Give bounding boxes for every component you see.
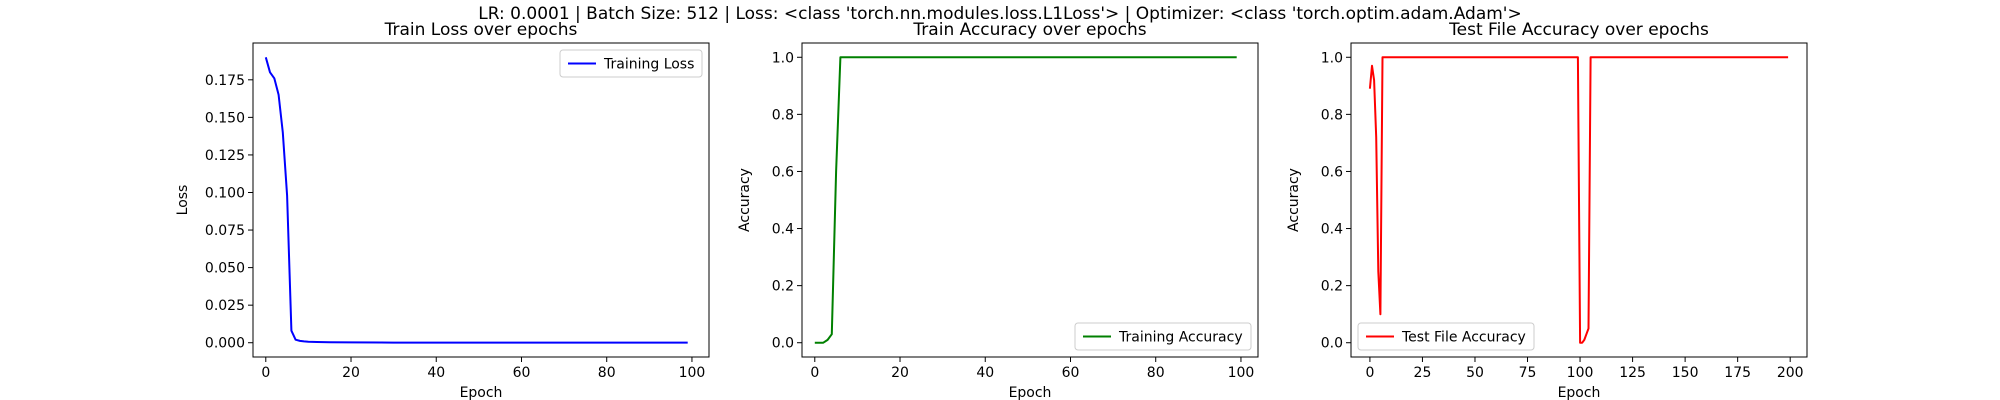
y-tick-label: 0.050 bbox=[205, 261, 245, 277]
x-tick-label: 100 bbox=[1228, 365, 1255, 381]
x-tick-label: 40 bbox=[976, 365, 994, 381]
x-tick-label: 100 bbox=[679, 365, 706, 381]
x-tick-label: 80 bbox=[1147, 365, 1165, 381]
x-tick-label: 75 bbox=[1519, 365, 1537, 381]
y-axis-label: Accuracy bbox=[1286, 168, 1302, 232]
series-line bbox=[264, 57, 688, 344]
legend-label: Training Accuracy bbox=[1118, 330, 1243, 346]
y-tick-label: 0.6 bbox=[772, 164, 794, 180]
legend-box bbox=[1074, 322, 1252, 351]
x-tick-label: 0 bbox=[1365, 365, 1374, 381]
y-axis-label: Accuracy bbox=[737, 168, 753, 232]
y-tick-label: 0.0 bbox=[772, 336, 794, 352]
series-line bbox=[814, 56, 1237, 344]
y-tick-label: 0.175 bbox=[205, 73, 245, 89]
figure-suptitle: LR: 0.0001 | Batch Size: 512 | Loss: <cl… bbox=[478, 4, 1522, 24]
plot-frame bbox=[1350, 42, 1808, 358]
series-line bbox=[1368, 56, 1789, 344]
x-tick-label: 80 bbox=[598, 365, 616, 381]
x-tick-label: 60 bbox=[1062, 365, 1080, 381]
y-tick-label: 1.0 bbox=[772, 50, 794, 66]
y-tick-label: 0.8 bbox=[772, 107, 794, 123]
legend-label: Test File Accuracy bbox=[1401, 330, 1526, 346]
y-tick-label: 0.2 bbox=[772, 279, 794, 295]
y-tick-label: 0.075 bbox=[205, 223, 245, 239]
x-axis-label: Epoch bbox=[460, 385, 503, 400]
legend-label: Training Loss bbox=[603, 57, 694, 73]
x-tick-label: 200 bbox=[1777, 365, 1804, 381]
y-tick-label: 0.125 bbox=[205, 148, 245, 164]
x-tick-label: 50 bbox=[1466, 365, 1484, 381]
plot-frame bbox=[252, 42, 710, 358]
y-tick-label: 0.025 bbox=[205, 298, 245, 314]
y-tick-label: 0.2 bbox=[1321, 279, 1343, 295]
y-tick-label: 0.100 bbox=[205, 185, 245, 201]
legend-box bbox=[1357, 322, 1535, 351]
x-tick-label: 0 bbox=[261, 365, 270, 381]
x-tick-label: 150 bbox=[1672, 365, 1699, 381]
x-axis-label: Epoch bbox=[1558, 385, 1601, 400]
chart-title: Test File Accuracy over epochs bbox=[1448, 20, 1709, 40]
x-tick-label: 60 bbox=[513, 365, 531, 381]
plot-frame bbox=[801, 42, 1259, 358]
x-tick-label: 125 bbox=[1619, 365, 1646, 381]
x-tick-label: 40 bbox=[427, 365, 445, 381]
y-tick-label: 0.000 bbox=[205, 336, 245, 352]
x-tick-label: 25 bbox=[1414, 365, 1432, 381]
chart-title: Train Loss over epochs bbox=[384, 20, 578, 40]
chart-title: Train Accuracy over epochs bbox=[912, 20, 1146, 40]
y-tick-label: 1.0 bbox=[1321, 50, 1343, 66]
y-tick-label: 0.8 bbox=[1321, 107, 1343, 123]
x-tick-label: 100 bbox=[1567, 365, 1594, 381]
y-tick-label: 0.4 bbox=[1321, 222, 1343, 238]
legend-box bbox=[559, 49, 703, 78]
y-tick-label: 0.0 bbox=[1321, 336, 1343, 352]
y-axis-label: Loss bbox=[175, 185, 191, 216]
x-tick-label: 20 bbox=[891, 365, 909, 381]
x-tick-label: 0 bbox=[810, 365, 819, 381]
y-tick-label: 0.4 bbox=[772, 222, 794, 238]
x-tick-label: 175 bbox=[1724, 365, 1751, 381]
y-tick-label: 0.6 bbox=[1321, 164, 1343, 180]
x-axis-label: Epoch bbox=[1009, 385, 1052, 400]
x-tick-label: 20 bbox=[342, 365, 360, 381]
y-tick-label: 0.150 bbox=[205, 110, 245, 126]
